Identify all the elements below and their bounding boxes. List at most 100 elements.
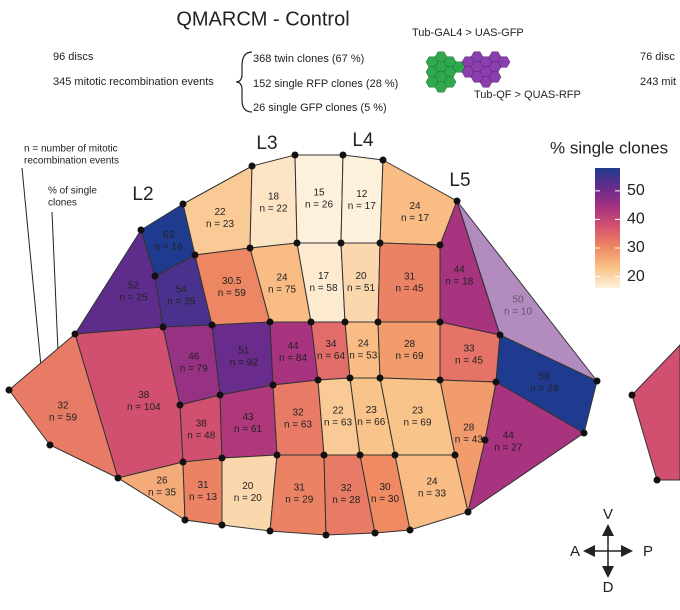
region-pct: 17: [318, 271, 330, 282]
vertex: [246, 244, 254, 252]
vertex: [653, 476, 661, 484]
region-n: n = 75: [268, 284, 297, 295]
rfp-cell: [488, 71, 502, 83]
region-n: n = 13: [189, 492, 218, 503]
region-n: n = 26: [305, 200, 334, 211]
region-pct: 15: [313, 188, 325, 199]
vertex: [291, 151, 299, 159]
region-n: n = 35: [167, 296, 196, 307]
vertex: [453, 197, 461, 205]
vertex: [339, 151, 347, 159]
region-pct: 50: [512, 294, 524, 305]
region-n: n = 69: [403, 418, 432, 429]
vertex: [371, 529, 379, 537]
region-n: n = 18: [445, 276, 474, 287]
event-count-2: 243 mit: [640, 76, 676, 88]
vertex: [273, 451, 281, 459]
axis-label: A: [570, 543, 580, 560]
region-pct: 44: [287, 341, 299, 352]
region-pct: 32: [57, 400, 69, 411]
region-n: n = 63: [284, 419, 313, 430]
region-n: n = 92: [230, 357, 259, 368]
region-pct: 34: [325, 339, 337, 350]
vertex: [496, 331, 504, 339]
region: [439, 379, 497, 513]
vertex: [151, 272, 159, 280]
vertex: [356, 451, 364, 459]
vertex: [376, 239, 384, 247]
vertex: [464, 508, 472, 516]
vertex: [216, 391, 224, 399]
note-pct: clones: [48, 198, 77, 209]
region-n: n = 84: [279, 353, 308, 364]
region-n: n = 59: [218, 288, 247, 299]
genotype-rfp: Tub-QF > QUAS-RFP: [474, 89, 581, 101]
region-n: n = 51: [347, 283, 376, 294]
colorbar-title: % single clones: [550, 138, 668, 157]
region-pct: 26: [156, 475, 168, 486]
vertex: [248, 162, 256, 170]
region-n: n = 27: [494, 442, 523, 453]
region-n: n = 64: [317, 351, 346, 362]
region-n: n = 53: [349, 351, 378, 362]
genotype-gfp: Tub-GAL4 > UAS-GFP: [412, 27, 524, 39]
vertex: [191, 251, 199, 259]
region-pct: 24: [276, 272, 288, 283]
region-n: n = 16: [154, 242, 183, 253]
vertex: [337, 239, 345, 247]
axis-label: D: [603, 579, 614, 596]
colorbar-tick-label: 50: [627, 182, 645, 199]
region-n: n = 10: [504, 306, 533, 317]
second-panel-region: [631, 344, 680, 481]
region-pct: 43: [242, 412, 254, 423]
region-n: n = 25: [119, 292, 148, 303]
vertex: [137, 226, 145, 234]
region-pct: 44: [454, 264, 466, 275]
vein-label: L5: [449, 170, 470, 191]
axis-label: P: [643, 543, 653, 560]
region-pct: 58: [539, 371, 551, 382]
region-pct: 30: [379, 482, 391, 493]
vertex: [71, 330, 79, 338]
region-pct: 18: [268, 192, 280, 203]
disc-count: 96 discs: [53, 51, 94, 63]
axis-label: V: [603, 506, 613, 523]
region-n: n = 59: [49, 412, 78, 423]
region-pct: 31: [197, 480, 209, 491]
note-n: n = number of mitotic: [24, 144, 118, 155]
vertex: [322, 531, 330, 539]
vertex: [593, 377, 601, 385]
region-pct: 38: [138, 390, 150, 401]
vertex: [628, 391, 636, 399]
vertex: [580, 429, 588, 437]
region-pct: 31: [294, 483, 306, 494]
region-n: n = 61: [234, 424, 263, 435]
region-pct: 44: [503, 430, 515, 441]
region-pct: 20: [242, 481, 254, 492]
vertex: [492, 378, 500, 386]
vertex: [293, 239, 301, 247]
title: QMARCM - Control: [176, 8, 349, 30]
vertex: [346, 374, 354, 382]
region-n: n = 43: [455, 434, 484, 445]
vertex: [481, 436, 489, 444]
clone-count: 26 single GFP clones (5 %): [253, 102, 387, 114]
region-n: n = 58: [309, 283, 338, 294]
vertex: [391, 451, 399, 459]
region-n: n = 17: [348, 201, 377, 212]
region-pct: 52: [128, 280, 140, 291]
note-pct: % of single: [48, 186, 97, 197]
region-n: n = 33: [418, 489, 447, 500]
vertex: [436, 241, 444, 249]
note-n: recombination events: [24, 156, 119, 167]
region-n: n = 20: [234, 493, 263, 504]
vertex: [5, 386, 13, 394]
vertex: [374, 318, 382, 326]
colorbar-tick-label: 30: [627, 239, 645, 256]
region-pct: 24: [358, 339, 370, 350]
vertex: [176, 401, 184, 409]
vein-label: L3: [256, 133, 277, 154]
region-n: n = 66: [357, 417, 386, 428]
vertex: [376, 374, 384, 382]
cell-cluster: [425, 51, 511, 93]
